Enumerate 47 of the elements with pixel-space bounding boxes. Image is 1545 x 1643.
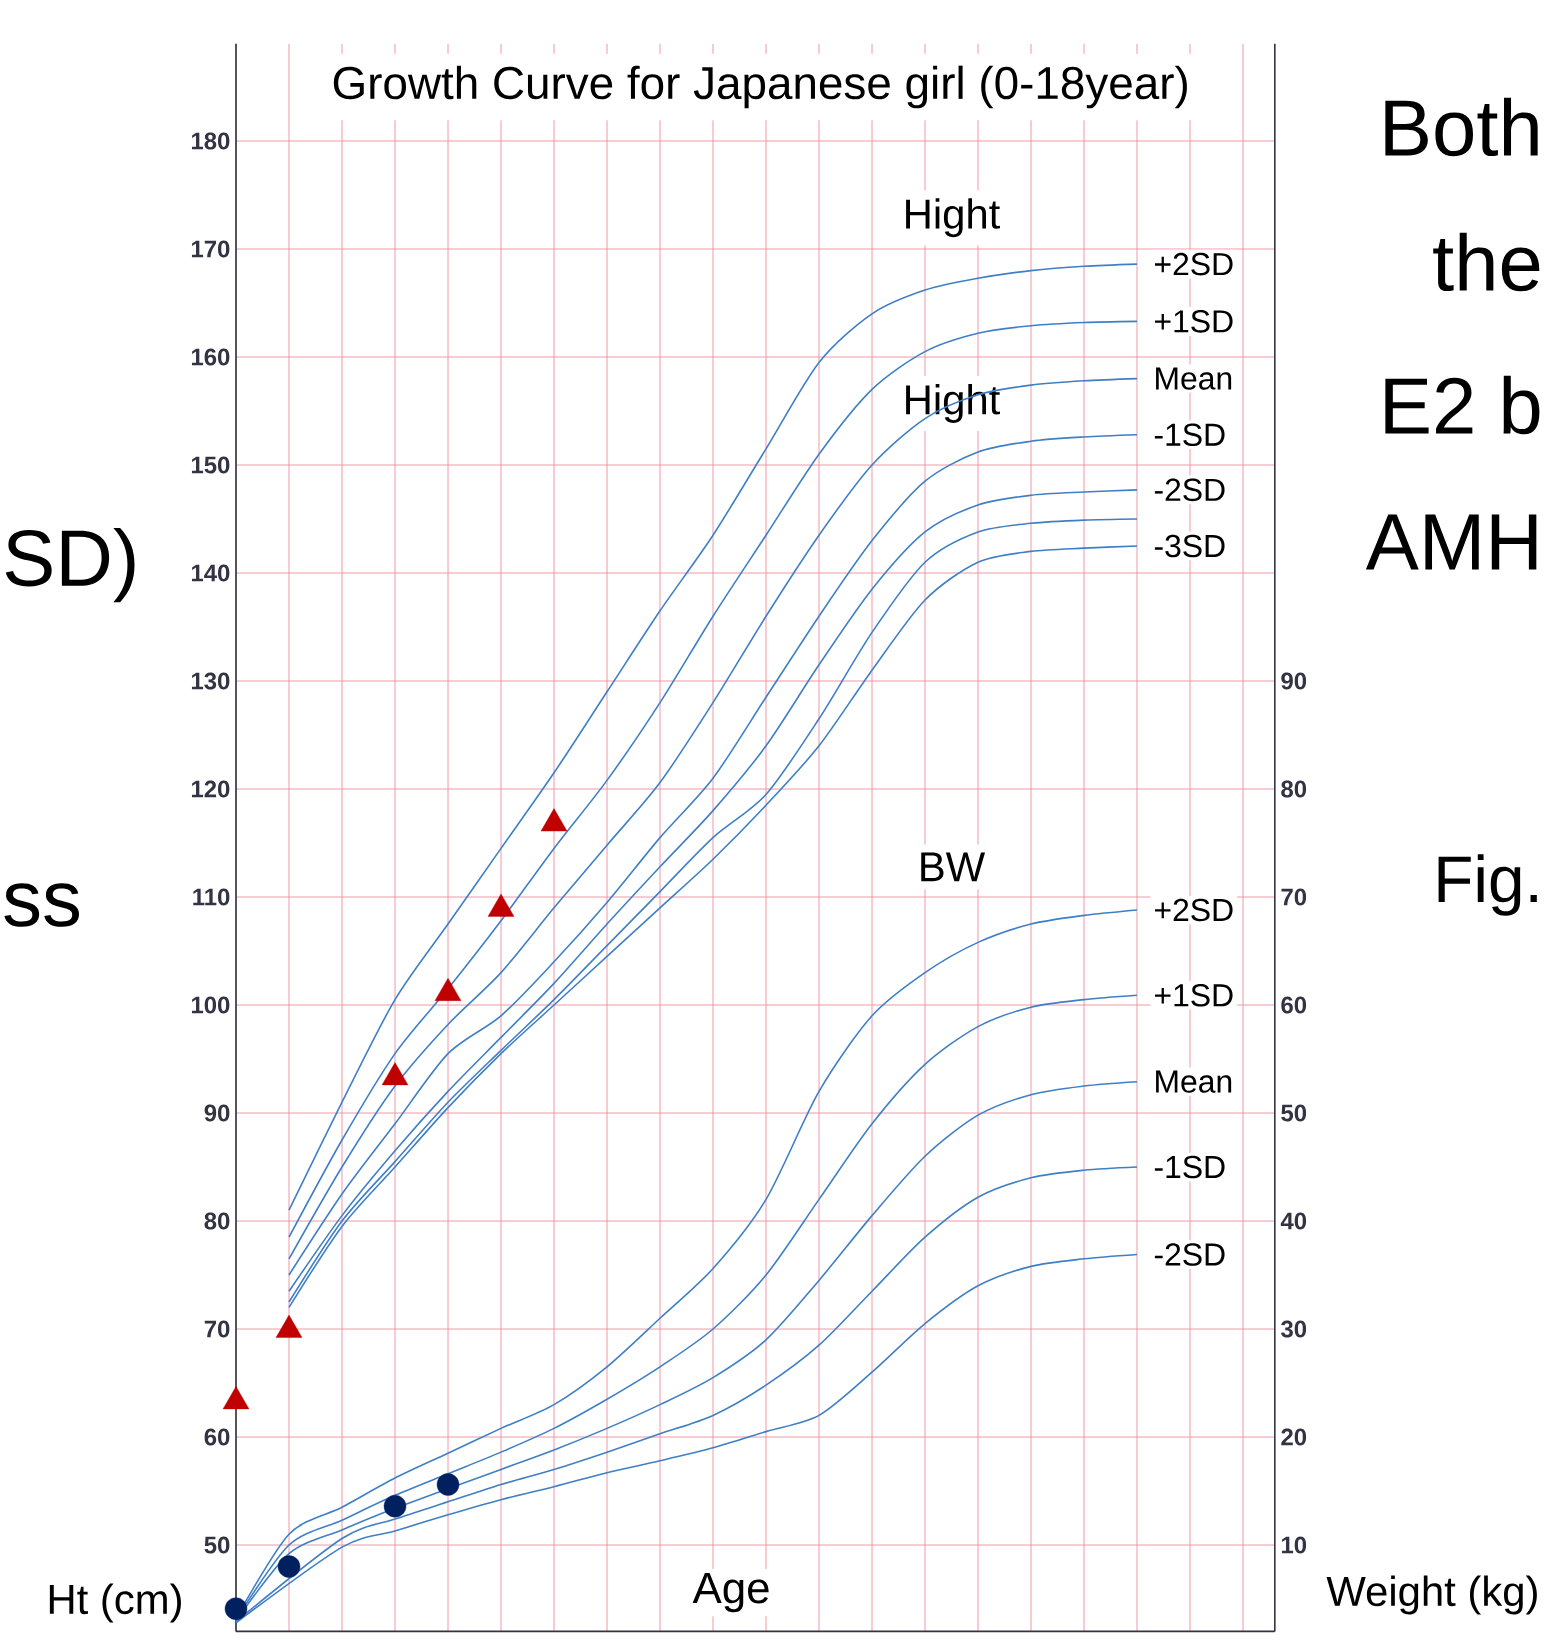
y-tick-label: 150 <box>191 456 230 474</box>
text: SD) <box>5 527 135 603</box>
y2-tick-label: 90 <box>1281 672 1307 690</box>
y-tick-label: 50 <box>204 1536 230 1554</box>
series-label: +1SD <box>1155 984 1233 1007</box>
y-tick-label: 110 <box>193 888 230 906</box>
annotation: Hight <box>906 198 1001 238</box>
series-label: -2SD <box>1154 1243 1225 1266</box>
series-label: -1SD <box>1154 423 1225 447</box>
y-tick-label: 60 <box>204 1428 230 1446</box>
y2-tick-label: 70 <box>1281 888 1307 906</box>
annotation: BW <box>921 852 986 882</box>
y2-axis-title: Weight (kg) <box>1326 1575 1537 1615</box>
series-label: +2SD <box>1155 898 1233 922</box>
text: the <box>1433 232 1540 292</box>
y-tick-label: 160 <box>191 348 230 366</box>
text: Both <box>1385 97 1538 157</box>
y-tick-label: 170 <box>191 240 230 258</box>
y2-tick-label: 60 <box>1281 996 1307 1014</box>
y2-tick-label: 50 <box>1281 1104 1307 1122</box>
y-tick-label: 90 <box>204 1104 230 1122</box>
series-label: +2SD <box>1155 252 1233 276</box>
x-axis-title: Age <box>692 1572 769 1613</box>
series-label: -1SD <box>1154 1155 1225 1179</box>
y-tick-label: 70 <box>204 1320 230 1338</box>
y-tick-label: 80 <box>204 1212 230 1230</box>
series-label: Mean <box>1156 367 1232 390</box>
y-axis-title: Ht (cm) <box>49 1583 181 1623</box>
y2-tick-label: 20 <box>1281 1428 1307 1446</box>
text: ss <box>4 883 80 927</box>
y-tick-label: 140 <box>191 564 230 582</box>
series-label: -2SD <box>1154 478 1225 502</box>
y-tick-label: 100 <box>191 996 230 1014</box>
y-tick-label: 180 <box>191 132 230 150</box>
chart-title: Growth Curve for Japanese girl (0-18year) <box>333 65 1187 109</box>
y-tick-label: 120 <box>191 780 230 798</box>
series-label: -3SD <box>1154 534 1225 558</box>
text: Fig. <box>1438 854 1537 916</box>
text: E2 b <box>1385 375 1540 435</box>
y-tick-label: 130 <box>191 672 230 690</box>
y2-tick-label: 40 <box>1280 1212 1307 1230</box>
y2-tick-label: 30 <box>1281 1320 1307 1338</box>
series-label: +1SD <box>1155 310 1233 333</box>
text: AMH <box>1365 514 1537 570</box>
series-label: Mean <box>1156 1070 1232 1093</box>
y2-tick-label: 80 <box>1281 780 1307 798</box>
y2-tick-label: 10 <box>1281 1536 1307 1554</box>
